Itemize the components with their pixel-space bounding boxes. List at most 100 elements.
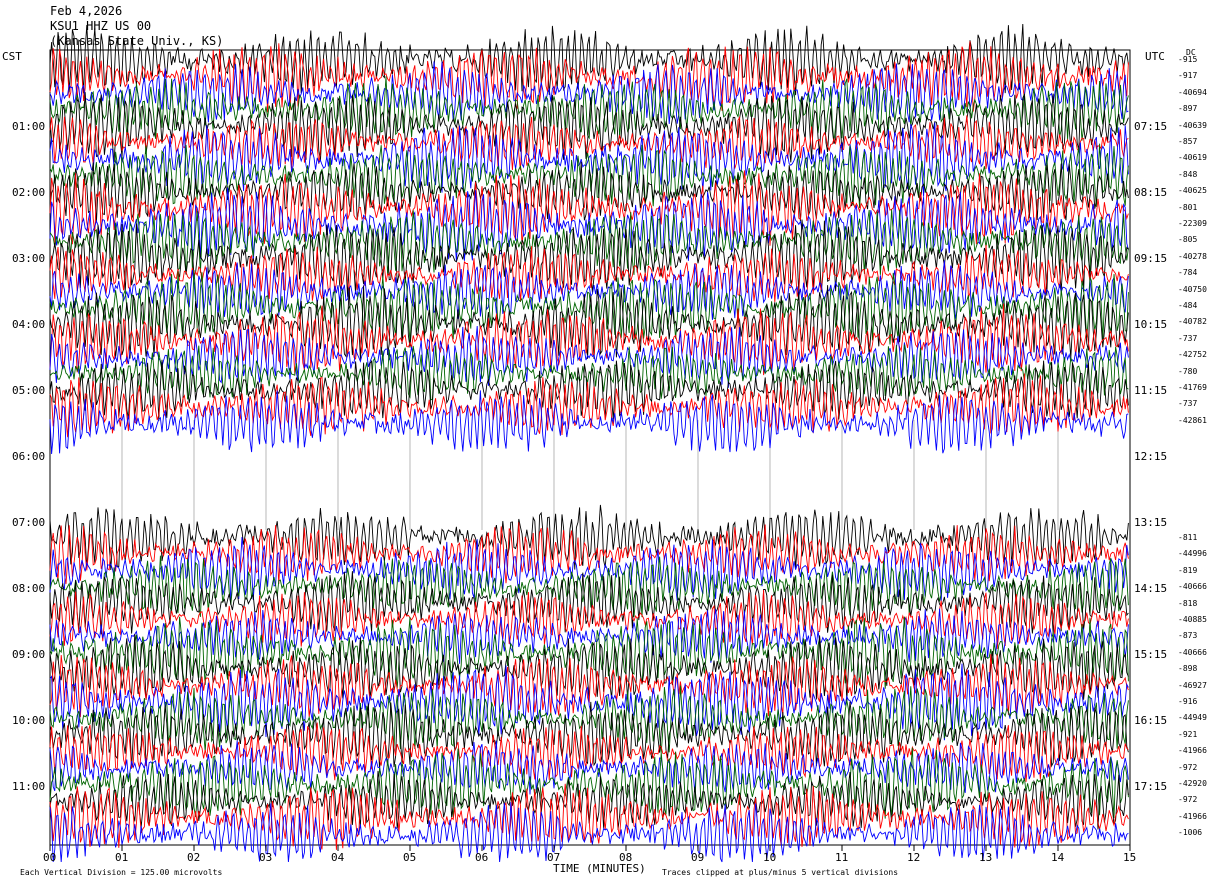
dc-value: -40750 xyxy=(1178,284,1207,294)
x-tick-label: 07 xyxy=(547,851,561,864)
trace-line xyxy=(49,23,1129,96)
trace-line xyxy=(49,747,1129,819)
dc-value: -972 xyxy=(1178,795,1198,805)
right-hour-label: 17:15 xyxy=(1134,780,1168,793)
right-hour-label: 09:15 xyxy=(1134,252,1168,265)
x-tick-label: 08 xyxy=(619,851,633,864)
dc-value: -44996 xyxy=(1178,549,1207,559)
dc-value: -40782 xyxy=(1178,317,1207,327)
trace-line xyxy=(49,663,1129,741)
dc-value: -41966 xyxy=(1178,746,1207,756)
dc-value: -40625 xyxy=(1178,186,1207,196)
dc-value: -42920 xyxy=(1178,779,1207,788)
right-hour-label: 08:15 xyxy=(1134,186,1168,199)
dc-value: -921 xyxy=(1178,729,1198,739)
footer-scale: Each Vertical Division = 125.00 microvol… xyxy=(20,868,223,877)
dc-value: -44949 xyxy=(1178,713,1207,723)
trace-line xyxy=(49,303,1129,376)
trace-line xyxy=(49,802,1129,863)
x-tick-label: 12 xyxy=(907,851,921,864)
x-tick-label: 05 xyxy=(403,851,417,864)
left-hour-label: 08:00 xyxy=(12,582,46,595)
trace-line xyxy=(49,522,1129,585)
x-tick-label: 14 xyxy=(1051,851,1065,864)
x-tick-label: 11 xyxy=(835,851,849,864)
header-location: (Kansas State Univ., KS) xyxy=(50,34,224,48)
right-hour-label: 11:15 xyxy=(1134,384,1168,397)
dc-value: -848 xyxy=(1178,169,1198,179)
right-hour-label: 14:15 xyxy=(1134,582,1168,595)
trace-line xyxy=(49,270,1129,345)
dc-value: -897 xyxy=(1178,104,1198,114)
trace-line xyxy=(49,209,1129,275)
x-axis-title: TIME (MINUTES) xyxy=(553,862,646,875)
dc-value: -41769 xyxy=(1178,383,1207,392)
x-tick-label: 04 xyxy=(331,851,345,864)
dc-value: -42861 xyxy=(1178,415,1207,425)
trace-line xyxy=(49,740,1129,795)
dc-value: -41966 xyxy=(1178,811,1207,821)
x-tick-label: 02 xyxy=(187,851,201,864)
x-tick-label: 06 xyxy=(475,851,489,864)
dc-value: -805 xyxy=(1178,235,1198,245)
x-tick-label: 00 xyxy=(43,851,57,864)
trace-line xyxy=(49,571,1129,635)
trace-line xyxy=(49,344,1129,401)
dc-value: -915 xyxy=(1178,55,1198,64)
dc-value: -737 xyxy=(1178,333,1198,343)
dc-value: -40666 xyxy=(1178,647,1207,657)
trace-line xyxy=(49,504,1129,571)
x-tick-label: 09 xyxy=(691,851,705,864)
dc-value: -873 xyxy=(1178,631,1198,641)
dc-value: -40278 xyxy=(1178,251,1207,261)
header-date: Feb 4,2026 xyxy=(50,4,123,18)
left-hour-label: 03:00 xyxy=(12,252,46,265)
dc-value: -1006 xyxy=(1178,828,1203,838)
dc-value: -46927 xyxy=(1178,680,1207,690)
dc-label: DC xyxy=(1186,48,1196,57)
dc-value: -40666 xyxy=(1178,582,1207,592)
left-timezone: CST xyxy=(2,50,22,63)
trace-line xyxy=(49,390,1129,455)
dc-value: -780 xyxy=(1178,366,1198,376)
left-hour-label: 09:00 xyxy=(12,648,46,661)
left-hour-label: 05:00 xyxy=(12,384,46,397)
dc-value: -40639 xyxy=(1178,120,1207,130)
x-tick-label: 15 xyxy=(1123,851,1137,864)
trace-line xyxy=(49,187,1129,262)
left-hour-label: 04:00 xyxy=(12,318,46,331)
dc-value: -898 xyxy=(1178,664,1198,674)
dc-value: -811 xyxy=(1178,533,1198,542)
left-hour-label: 02:00 xyxy=(12,186,46,199)
right-hour-label: 15:15 xyxy=(1134,648,1168,661)
trace-line xyxy=(49,143,1129,209)
dc-value: -784 xyxy=(1178,268,1198,278)
dc-value: -42752 xyxy=(1178,350,1207,360)
trace-line xyxy=(49,41,1129,113)
left-hour-label: 01:00 xyxy=(12,120,46,133)
dc-value: -801 xyxy=(1178,202,1198,212)
trace-line xyxy=(49,536,1129,603)
right-hour-label: 16:15 xyxy=(1134,714,1168,727)
dc-value: -484 xyxy=(1178,301,1198,310)
dc-value: -819 xyxy=(1178,565,1198,575)
x-tick-label: 01 xyxy=(115,851,129,864)
left-hour-label: 06:00 xyxy=(12,450,46,463)
dc-value: -737 xyxy=(1178,399,1198,409)
x-tick-label: 13 xyxy=(979,851,993,864)
trace-line xyxy=(49,285,1129,360)
dc-value: -22309 xyxy=(1178,219,1207,228)
trace-line xyxy=(49,122,1129,197)
x-axis-ticks xyxy=(49,845,1131,851)
trace-line xyxy=(49,701,1129,771)
dc-value: -972 xyxy=(1178,762,1198,772)
right-hour-label: 12:15 xyxy=(1134,450,1168,463)
dc-value: -40694 xyxy=(1178,87,1207,97)
right-hour-label: 07:15 xyxy=(1134,120,1168,133)
dc-value: -857 xyxy=(1178,137,1198,146)
left-hour-label: 10:00 xyxy=(12,714,46,727)
trace-line xyxy=(49,608,1129,664)
left-hour-label: 11:00 xyxy=(12,780,46,793)
trace-line xyxy=(49,76,1129,142)
